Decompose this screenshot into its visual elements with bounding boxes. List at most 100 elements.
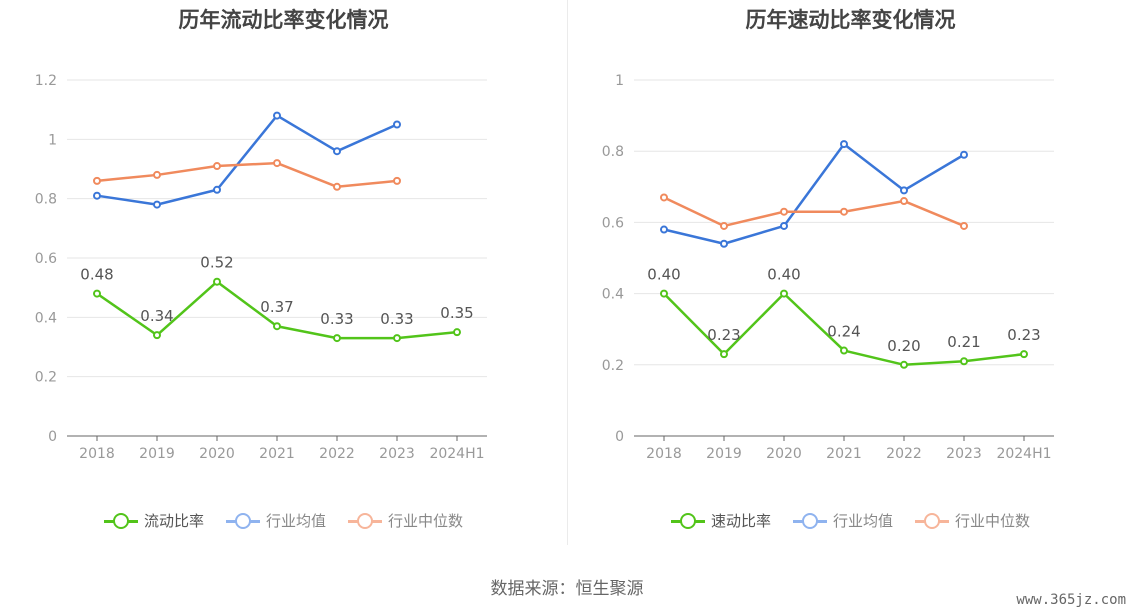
legend-line-icon [348, 511, 382, 531]
data-label: 0.21 [947, 333, 980, 351]
data-point [394, 335, 400, 341]
data-label: 0.48 [80, 266, 113, 284]
y-tick-label: 0.2 [602, 358, 624, 374]
y-tick-label: 0 [48, 429, 57, 445]
data-point [961, 152, 967, 158]
legend-label: 行业中位数 [388, 510, 463, 531]
data-point [841, 209, 847, 215]
current-ratio-chart-panel: 历年流动比率变化情况 0 0.2 0.4 0.6 0.8 1 1.2 2018 2019 2020… [0, 0, 567, 560]
data-source-note: 数据来源：恒生聚源 [0, 574, 1134, 599]
data-point [961, 358, 967, 364]
series-line-orange [664, 197, 964, 225]
current-ratio-chart: 0 0.2 0.4 0.6 0.8 1 1.2 2018 2019 2020 2021 2022 202… [0, 0, 567, 500]
legend-item-industry-median[interactable]: 行业中位数 [348, 510, 463, 531]
x-tick-label: 2024H1 [996, 446, 1051, 462]
data-label: 0.40 [647, 266, 680, 284]
data-point [721, 223, 727, 229]
y-tick-label: 1 [48, 132, 57, 148]
data-label: 0.37 [260, 298, 293, 316]
legend-label: 速动比率 [711, 510, 771, 531]
series-line-blue [664, 144, 964, 244]
data-point [781, 209, 787, 215]
x-tick-label: 2018 [79, 446, 115, 462]
data-point [901, 187, 907, 193]
data-label: 0.40 [767, 266, 800, 284]
legend-item-industry-average[interactable]: 行业均值 [226, 510, 326, 531]
legend-label: 流动比率 [144, 510, 204, 531]
quick-ratio-chart: 0 0.2 0.4 0.6 0.8 1 2018 2019 2020 2021 2022 2023 20… [567, 0, 1134, 500]
legend-label: 行业均值 [833, 510, 893, 531]
data-point [1021, 351, 1027, 357]
data-point [274, 113, 280, 119]
x-tick-label: 2021 [826, 446, 862, 462]
legend-item-industry-median[interactable]: 行业中位数 [915, 510, 1030, 531]
legend-line-icon [671, 511, 705, 531]
x-tick-label: 2024H1 [429, 446, 484, 462]
data-label: 0.52 [200, 254, 233, 272]
data-point [721, 351, 727, 357]
x-tick-label: 2020 [199, 446, 235, 462]
data-point [214, 187, 220, 193]
series-line-blue [97, 116, 397, 205]
y-tick-label: 0.8 [35, 192, 57, 208]
legend-item-industry-average[interactable]: 行业均值 [793, 510, 893, 531]
legend-label: 行业中位数 [955, 510, 1030, 531]
watermark: www.365jz.com [1016, 592, 1126, 608]
data-point [454, 329, 460, 335]
y-tick-label: 1.2 [35, 73, 57, 89]
x-tick-label: 2019 [706, 446, 742, 462]
y-tick-label: 0 [615, 429, 624, 445]
legend-line-icon [104, 511, 138, 531]
data-point [214, 163, 220, 169]
x-tick-label: 2022 [886, 446, 922, 462]
data-point [661, 194, 667, 200]
data-label: 0.33 [320, 310, 353, 328]
x-tick-label: 2023 [946, 446, 982, 462]
data-point [394, 178, 400, 184]
data-point [661, 291, 667, 297]
data-label: 0.20 [887, 337, 920, 355]
data-point [394, 122, 400, 128]
data-point [721, 241, 727, 247]
y-tick-label: 0.4 [35, 310, 57, 326]
data-point [841, 141, 847, 147]
data-point [781, 223, 787, 229]
data-point [901, 362, 907, 368]
legend-line-icon [793, 511, 827, 531]
x-tick-label: 2022 [319, 446, 355, 462]
x-tick-label: 2023 [379, 446, 415, 462]
legend-item-current-ratio[interactable]: 流动比率 [104, 510, 204, 531]
data-point [94, 178, 100, 184]
x-tick-label: 2018 [646, 446, 682, 462]
data-point [214, 279, 220, 285]
data-label: 0.34 [140, 307, 173, 325]
legend-label: 行业均值 [266, 510, 326, 531]
legend-line-icon [226, 511, 260, 531]
y-tick-label: 1 [615, 73, 624, 89]
data-label: 0.23 [1007, 326, 1040, 344]
data-label: 0.24 [827, 323, 860, 341]
data-point [154, 332, 160, 338]
data-point [781, 291, 787, 297]
series-line-orange [97, 163, 397, 187]
y-tick-label: 0.4 [602, 287, 624, 303]
data-point [154, 202, 160, 208]
legend-item-quick-ratio[interactable]: 速动比率 [671, 510, 771, 531]
x-tick-label: 2020 [766, 446, 802, 462]
data-point [154, 172, 160, 178]
data-label: 0.33 [380, 310, 413, 328]
data-label: 0.35 [440, 304, 473, 322]
data-point [274, 160, 280, 166]
data-point [841, 348, 847, 354]
y-tick-label: 0.2 [35, 370, 57, 386]
data-point [334, 335, 340, 341]
data-point [274, 323, 280, 329]
data-point [334, 148, 340, 154]
chart-legend: 流动比率 行业均值 行业中位数 [0, 510, 567, 531]
data-point [94, 193, 100, 199]
legend-line-icon [915, 511, 949, 531]
y-tick-label: 0.6 [602, 215, 624, 231]
x-tick-label: 2019 [139, 446, 175, 462]
chart-legend: 速动比率 行业均值 行业中位数 [567, 510, 1134, 531]
quick-ratio-chart-panel: 历年速动比率变化情况 0 0.2 0.4 0.6 0.8 1 2018 2019 2020 202… [567, 0, 1134, 560]
